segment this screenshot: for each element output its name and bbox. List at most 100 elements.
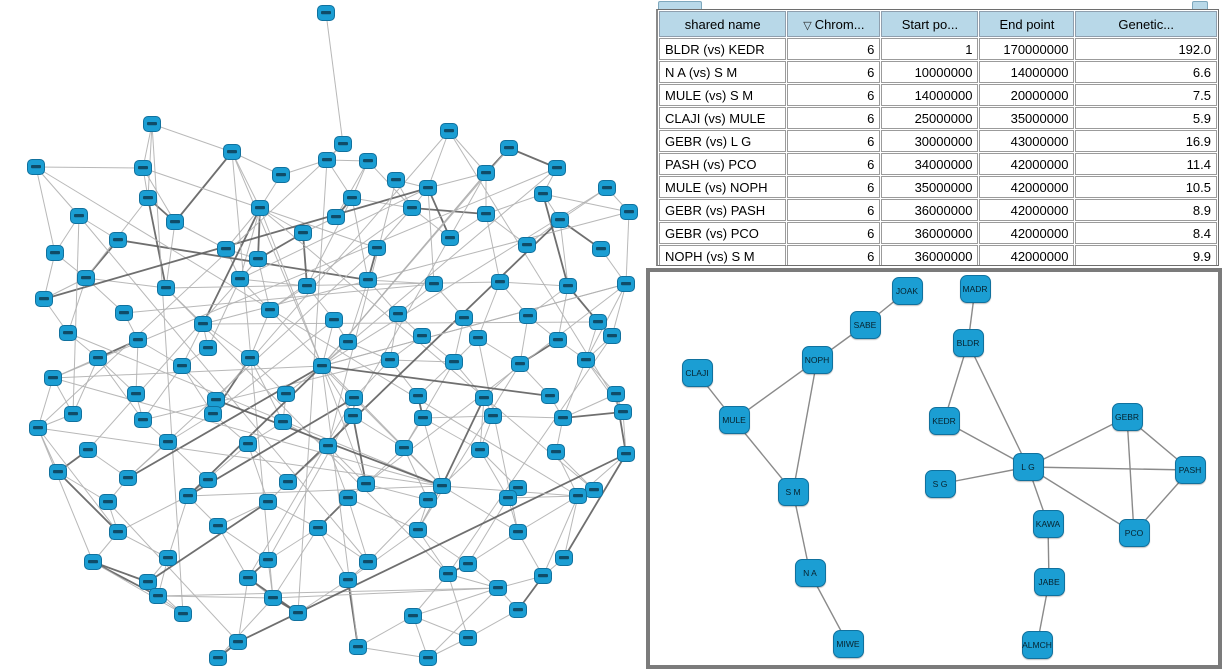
network-node[interactable] (614, 404, 632, 420)
table-toolbar-tab-left[interactable] (658, 1, 702, 10)
table-cell[interactable]: 6 (787, 199, 881, 221)
network-node[interactable] (89, 350, 107, 366)
network-node[interactable] (46, 245, 64, 261)
network-node[interactable] (223, 144, 241, 160)
network-node[interactable] (127, 386, 145, 402)
table-cell[interactable]: 170000000 (979, 38, 1075, 60)
table-cell[interactable]: 11.4 (1075, 153, 1217, 175)
network-node[interactable] (547, 444, 565, 460)
table-cell[interactable]: 14000000 (881, 84, 979, 106)
network-node[interactable] (313, 358, 331, 374)
network-node[interactable] (419, 650, 437, 666)
table-cell[interactable]: 36000000 (881, 245, 979, 265)
network-node[interactable] (477, 165, 495, 181)
network-node[interactable] (259, 494, 277, 510)
network-node-l-g[interactable]: L G (1012, 453, 1044, 481)
network-node[interactable] (279, 474, 297, 490)
network-node[interactable] (455, 310, 473, 326)
network-node[interactable] (251, 200, 269, 216)
network-node[interactable] (179, 488, 197, 504)
network-node[interactable] (509, 524, 527, 540)
network-node[interactable] (241, 350, 259, 366)
network-node[interactable] (166, 214, 184, 230)
main-network-canvas[interactable] (0, 0, 648, 669)
table-cell[interactable]: 5.9 (1075, 107, 1217, 129)
table-cell[interactable]: PASH (vs) PCO (659, 153, 787, 175)
table-cell[interactable]: 16.9 (1075, 130, 1217, 152)
network-node[interactable] (327, 209, 345, 225)
table-cell[interactable]: 30000000 (881, 130, 979, 152)
table-cell[interactable]: 1 (881, 38, 979, 60)
network-node[interactable] (259, 552, 277, 568)
network-node[interactable] (27, 159, 45, 175)
network-node[interactable] (229, 634, 247, 650)
network-node[interactable] (272, 167, 290, 183)
column-header-end-point[interactable]: End point (979, 11, 1075, 37)
network-node[interactable] (343, 190, 361, 206)
network-node[interactable] (559, 278, 577, 294)
table-cell[interactable]: 36000000 (881, 199, 979, 221)
network-node[interactable] (209, 518, 227, 534)
table-cell[interactable]: 35000000 (881, 176, 979, 198)
network-node[interactable] (555, 550, 573, 566)
table-cell[interactable]: 9.9 (1075, 245, 1217, 265)
network-node[interactable] (603, 328, 621, 344)
network-node[interactable] (309, 520, 327, 536)
network-node[interactable] (617, 276, 635, 292)
network-node[interactable] (459, 630, 477, 646)
network-node[interactable] (577, 352, 595, 368)
network-node[interactable] (139, 574, 157, 590)
network-node[interactable] (404, 608, 422, 624)
network-node[interactable] (49, 464, 67, 480)
table-cell[interactable]: 10000000 (881, 61, 979, 83)
network-node-jabe[interactable]: JABE (1033, 568, 1065, 596)
network-node[interactable] (207, 392, 225, 408)
network-node[interactable] (534, 568, 552, 584)
network-node-bldr[interactable]: BLDR (952, 329, 984, 357)
network-node[interactable] (298, 278, 316, 294)
network-node[interactable] (149, 588, 167, 604)
network-node[interactable] (499, 490, 517, 506)
table-cell[interactable]: N A (vs) S M (659, 61, 787, 83)
network-node[interactable] (99, 494, 117, 510)
network-node[interactable] (109, 524, 127, 540)
network-node[interactable] (159, 550, 177, 566)
network-node[interactable] (477, 206, 495, 222)
table-cell[interactable]: 42000000 (979, 245, 1075, 265)
network-node[interactable] (274, 414, 292, 430)
network-node[interactable] (231, 271, 249, 287)
network-node[interactable] (471, 442, 489, 458)
table-cell[interactable]: 6 (787, 61, 881, 83)
network-node[interactable] (549, 332, 567, 348)
table-cell[interactable]: 20000000 (979, 84, 1075, 106)
table-cell[interactable]: 8.4 (1075, 222, 1217, 244)
table-cell[interactable]: 34000000 (881, 153, 979, 175)
network-node[interactable] (617, 446, 635, 462)
network-node[interactable] (519, 308, 537, 324)
network-node[interactable] (395, 440, 413, 456)
network-node[interactable] (357, 476, 375, 492)
network-node[interactable] (325, 312, 343, 328)
network-node[interactable] (389, 306, 407, 322)
network-node[interactable] (387, 172, 405, 188)
column-header-start-po-[interactable]: Start po... (881, 11, 979, 37)
network-node[interactable] (459, 556, 477, 572)
network-node[interactable] (139, 190, 157, 206)
network-node[interactable] (381, 352, 399, 368)
table-row[interactable]: GEBR (vs) PASH 6 36000000 42000000 8.9 (659, 199, 1217, 221)
table-cell[interactable]: MULE (vs) S M (659, 84, 787, 106)
table-cell[interactable]: GEBR (vs) PCO (659, 222, 787, 244)
network-node-mule[interactable]: MULE (718, 406, 750, 434)
network-node-madr[interactable]: MADR (959, 275, 991, 303)
table-cell[interactable]: 42000000 (979, 222, 1075, 244)
network-node[interactable] (511, 356, 529, 372)
network-node-joak[interactable]: JOAK (891, 277, 923, 305)
network-node-pco[interactable]: PCO (1118, 519, 1150, 547)
table-cell[interactable]: 14000000 (979, 61, 1075, 83)
network-node[interactable] (199, 340, 217, 356)
network-node-noph[interactable]: NOPH (801, 346, 833, 374)
network-node[interactable] (607, 386, 625, 402)
network-node[interactable] (64, 406, 82, 422)
network-node[interactable] (115, 305, 133, 321)
table-row[interactable]: GEBR (vs) L G 6 30000000 43000000 16.9 (659, 130, 1217, 152)
